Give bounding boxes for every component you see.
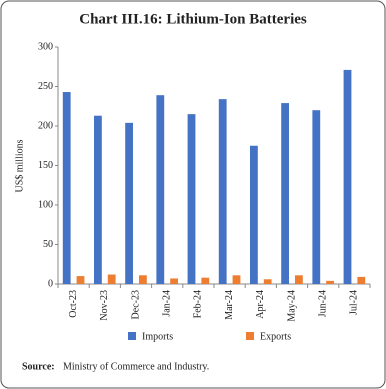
bar — [156, 95, 165, 284]
y-axis-label: US$ millions — [14, 139, 25, 192]
bar — [139, 275, 147, 284]
legend-label: Exports — [260, 331, 291, 342]
bar — [170, 278, 178, 284]
legend-swatch — [128, 332, 136, 340]
legend-swatch — [246, 332, 254, 340]
x-tick-label: Mar-24 — [224, 290, 235, 320]
x-tick-label: Jul-24 — [349, 290, 360, 315]
bar — [125, 122, 133, 284]
bar — [281, 103, 289, 284]
source-label: Source: — [22, 361, 55, 372]
bar — [232, 275, 241, 284]
bar — [343, 69, 352, 284]
y-tick-label: 100 — [38, 199, 53, 210]
y-tick-label: 50 — [43, 239, 53, 250]
bar — [295, 275, 303, 284]
x-tick-label: Apr-24 — [255, 290, 266, 319]
y-tick-label: 250 — [38, 81, 53, 92]
bar — [187, 114, 196, 285]
x-tick-label: May-24 — [286, 290, 297, 322]
bar — [76, 276, 85, 284]
bar — [218, 99, 227, 284]
bar — [107, 274, 116, 284]
source-text: Ministry of Commerce and Industry. — [63, 361, 209, 372]
legend-label: Imports — [142, 331, 173, 342]
chart-title: Chart III.16: Lithium-Ion Batteries — [79, 11, 307, 27]
x-tick-label: Jun-24 — [317, 290, 328, 317]
bar — [201, 277, 210, 284]
bar — [326, 280, 334, 284]
bar — [263, 279, 272, 284]
x-tick-label: Oct-23 — [68, 290, 79, 318]
x-tick-label: Dec-23 — [130, 290, 141, 319]
y-tick-label: 300 — [38, 41, 53, 52]
y-tick-label: 200 — [38, 120, 53, 131]
bar — [94, 115, 102, 284]
bar — [357, 276, 366, 284]
bar — [250, 145, 258, 284]
bar — [62, 92, 71, 284]
y-tick-label: 150 — [38, 160, 53, 171]
x-tick-label: Jan-24 — [161, 290, 172, 317]
x-tick-label: Nov-23 — [99, 290, 110, 321]
bar — [312, 110, 321, 284]
y-tick-label: 0 — [48, 278, 53, 289]
x-tick-label: Feb-24 — [193, 290, 204, 318]
